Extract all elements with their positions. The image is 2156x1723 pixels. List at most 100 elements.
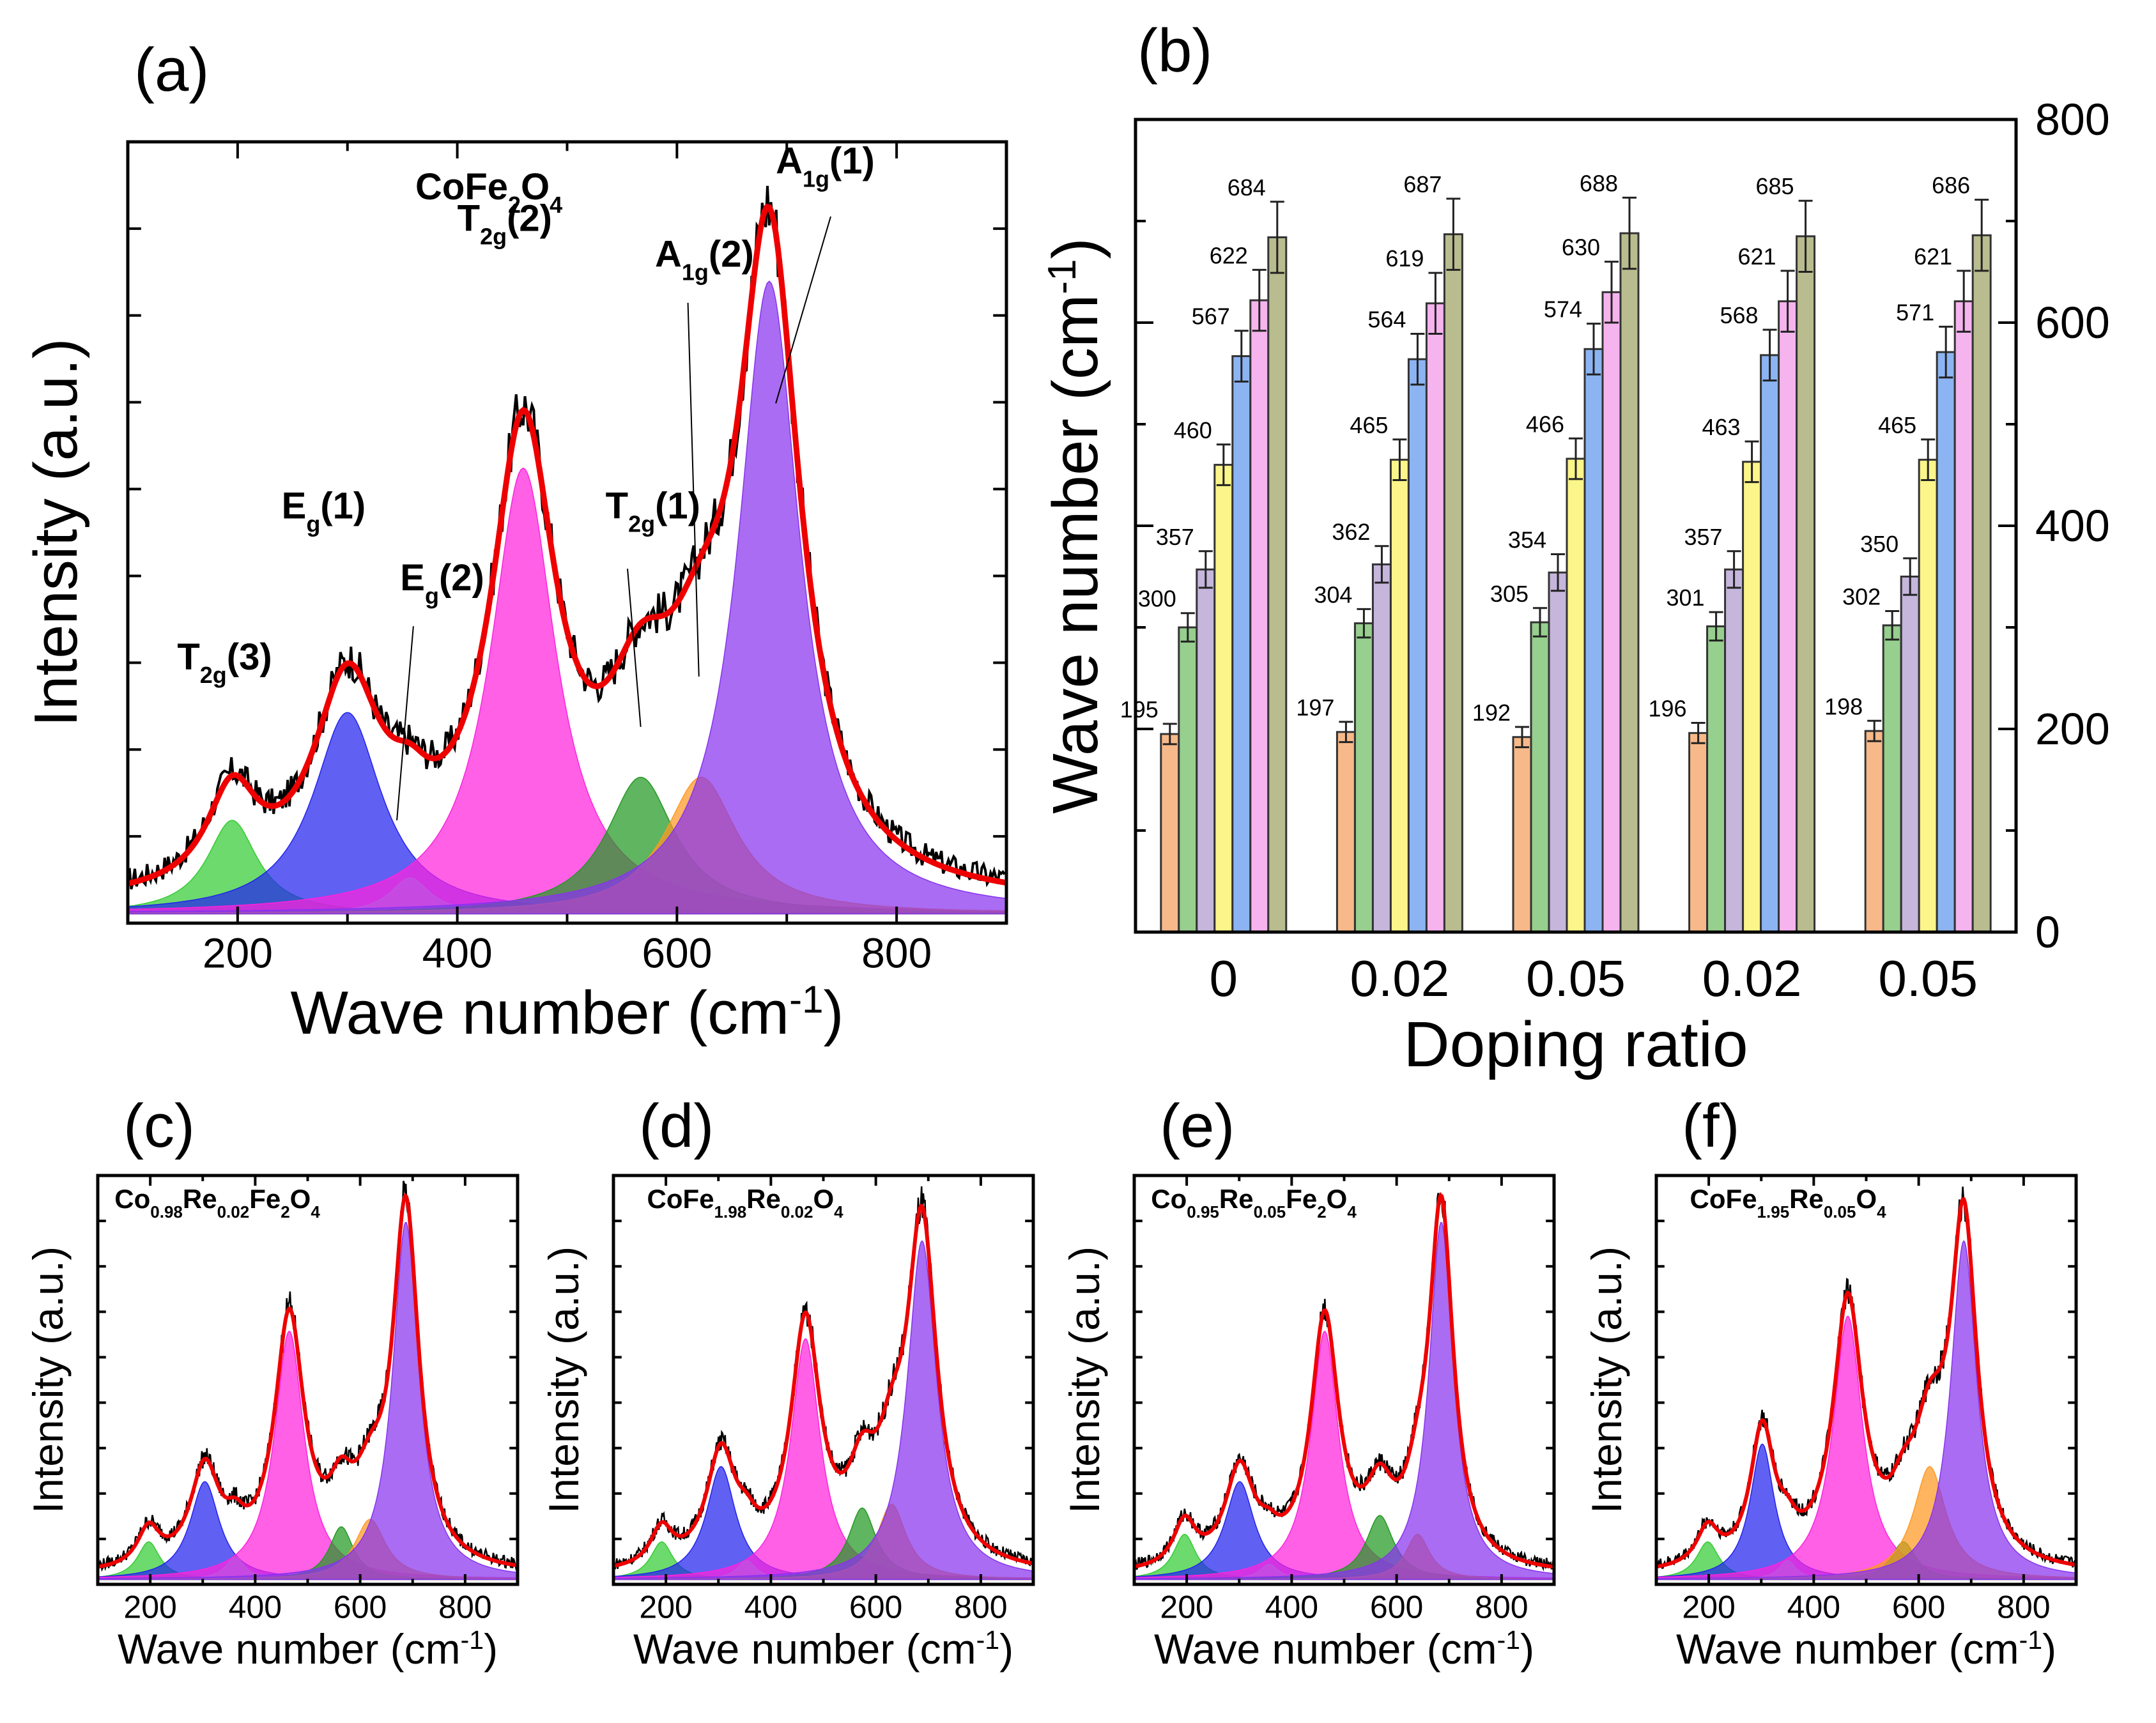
peak-component-4 bbox=[97, 1331, 518, 1581]
x-tick-label: 800 bbox=[438, 1589, 491, 1625]
bar bbox=[1918, 459, 1938, 933]
fit-curve-line bbox=[97, 1193, 518, 1569]
compound-run: Re bbox=[1219, 1184, 1254, 1214]
x-axis-title: Doping ratio bbox=[1403, 1009, 1748, 1080]
compound-title: Co0.95Re0.05Fe2O4 bbox=[1151, 1184, 1357, 1221]
y-axis-title-sup: -1 bbox=[1040, 259, 1084, 295]
x-tick-label: 800 bbox=[861, 929, 932, 976]
compound-run: 0.05 bbox=[1254, 1202, 1286, 1221]
compound-run: 0.02 bbox=[217, 1202, 250, 1221]
bar bbox=[1706, 625, 1727, 933]
bar bbox=[1425, 302, 1445, 933]
x-axis-title-sup: -1 bbox=[1497, 1625, 1520, 1655]
x-tick-label: 0.02 bbox=[1350, 950, 1450, 1007]
peak-leader-line bbox=[627, 569, 642, 727]
x-axis-title: Wave number (cm-1) bbox=[1154, 1625, 1534, 1673]
bar-value-label: 300 bbox=[1138, 586, 1176, 612]
fit-curve-line bbox=[127, 203, 1007, 887]
peak-leader-line bbox=[396, 626, 414, 821]
bar-value-label: 686 bbox=[1932, 172, 1970, 199]
bar bbox=[1900, 576, 1920, 933]
peak-label-tail: (1) bbox=[320, 485, 366, 526]
bar-value-label: 195 bbox=[1120, 696, 1159, 723]
y-axis-title-text: Wave number (cm bbox=[1040, 295, 1111, 814]
x-tick-label: 0.02 bbox=[1702, 950, 1802, 1007]
peak-leader-line bbox=[775, 216, 831, 404]
peak-label-tail: (3) bbox=[227, 636, 272, 678]
peak-label-sub: g bbox=[425, 583, 439, 609]
bar bbox=[1249, 299, 1270, 933]
peak-component-7 bbox=[97, 1221, 518, 1581]
x-tick-label: 200 bbox=[123, 1589, 176, 1625]
bar bbox=[1548, 571, 1568, 933]
x-tick-label: 200 bbox=[1682, 1589, 1735, 1625]
bar-value-label: 630 bbox=[1562, 234, 1600, 261]
bar-value-label: 567 bbox=[1192, 303, 1230, 330]
bar-value-label: 304 bbox=[1314, 581, 1352, 608]
compound-run: Re bbox=[183, 1184, 217, 1214]
bar bbox=[1443, 233, 1463, 933]
bar-value-label: 301 bbox=[1667, 585, 1705, 611]
y-tick-label: 200 bbox=[2035, 704, 2110, 754]
peak-label: A1g(1) bbox=[776, 140, 875, 192]
bar-value-label: 357 bbox=[1684, 524, 1723, 550]
panel-label: (d) bbox=[639, 1092, 714, 1160]
peak-component-4 bbox=[1656, 1315, 2077, 1581]
panel-label: (f) bbox=[1682, 1092, 1740, 1160]
bar-value-label: 621 bbox=[1914, 243, 1952, 270]
x-tick-label: 400 bbox=[1787, 1589, 1840, 1625]
compound-run: Fe bbox=[1286, 1184, 1317, 1214]
peak-label-tail: (1) bbox=[655, 485, 700, 526]
compound-title: Co0.98Re0.02Fe2O4 bbox=[114, 1184, 320, 1221]
peak-component-7 bbox=[1656, 1240, 2077, 1581]
panel-label: (b) bbox=[1137, 17, 1212, 85]
x-axis-title-text: Wave number (cm bbox=[1676, 1625, 2019, 1673]
x-tick-label: 800 bbox=[1475, 1589, 1528, 1625]
compound-sub: 2 bbox=[508, 192, 521, 218]
compound-run: Co bbox=[114, 1184, 150, 1214]
y-axis-title: Intensity (a.u.) bbox=[1061, 1246, 1108, 1513]
peak-label-sub: 2g bbox=[480, 223, 507, 249]
peak-leader-line bbox=[687, 302, 700, 677]
compound-run: CoFe bbox=[647, 1184, 714, 1214]
peak-label-tail: (1) bbox=[829, 140, 875, 181]
x-axis-title-end: ) bbox=[1520, 1625, 1534, 1673]
x-axis-title-end: ) bbox=[824, 979, 844, 1047]
bar bbox=[1389, 459, 1410, 933]
peak-label-base: A bbox=[655, 234, 682, 275]
panel-label: (a) bbox=[134, 36, 209, 104]
y-axis-title-end: ) bbox=[1040, 238, 1111, 259]
peak-label: T2g(2) bbox=[458, 197, 552, 249]
compound-run: 0.98 bbox=[150, 1202, 183, 1221]
bar bbox=[1178, 626, 1198, 933]
x-axis-title: Wave number (cm-1) bbox=[291, 977, 844, 1047]
bar bbox=[1953, 300, 1974, 933]
bar-value-label: 684 bbox=[1228, 174, 1266, 201]
peak-label-base: T bbox=[606, 485, 628, 526]
bar-value-label: 305 bbox=[1490, 581, 1528, 607]
peak-label-sub: 1g bbox=[803, 165, 829, 192]
compound-sub: 4 bbox=[550, 192, 562, 218]
compound-run: O bbox=[1327, 1184, 1348, 1214]
compound-title: CoFe1.95Re0.05O4 bbox=[1690, 1184, 1887, 1221]
peak-component-7 bbox=[127, 280, 1007, 915]
bar bbox=[1778, 300, 1798, 933]
peak-label: Eg(2) bbox=[400, 557, 484, 609]
y-axis-title: Wave number (cm-1) bbox=[1040, 238, 1111, 814]
spectrum-panel-a: 200 400 600 800 Wave number (cm-1) Intensity … bbox=[22, 36, 1008, 1047]
bar bbox=[1936, 351, 1956, 933]
bar-value-label: 302 bbox=[1842, 584, 1881, 610]
x-axis-title-end: ) bbox=[2042, 1625, 2056, 1673]
x-axis-title: Wave number (cm-1) bbox=[633, 1625, 1013, 1673]
bar-value-label: 622 bbox=[1210, 242, 1248, 268]
compound-run: O bbox=[1856, 1184, 1877, 1214]
x-axis-title-sup: -1 bbox=[461, 1625, 484, 1655]
peak-label-sub: 2g bbox=[628, 510, 655, 537]
bar bbox=[1213, 464, 1234, 933]
compound-run: 4 bbox=[834, 1202, 843, 1221]
compound-run: O bbox=[813, 1184, 834, 1214]
x-tick-label: 200 bbox=[1160, 1589, 1213, 1625]
peak-label: A1g(2) bbox=[655, 234, 754, 286]
compound-run: 2 bbox=[281, 1202, 289, 1221]
